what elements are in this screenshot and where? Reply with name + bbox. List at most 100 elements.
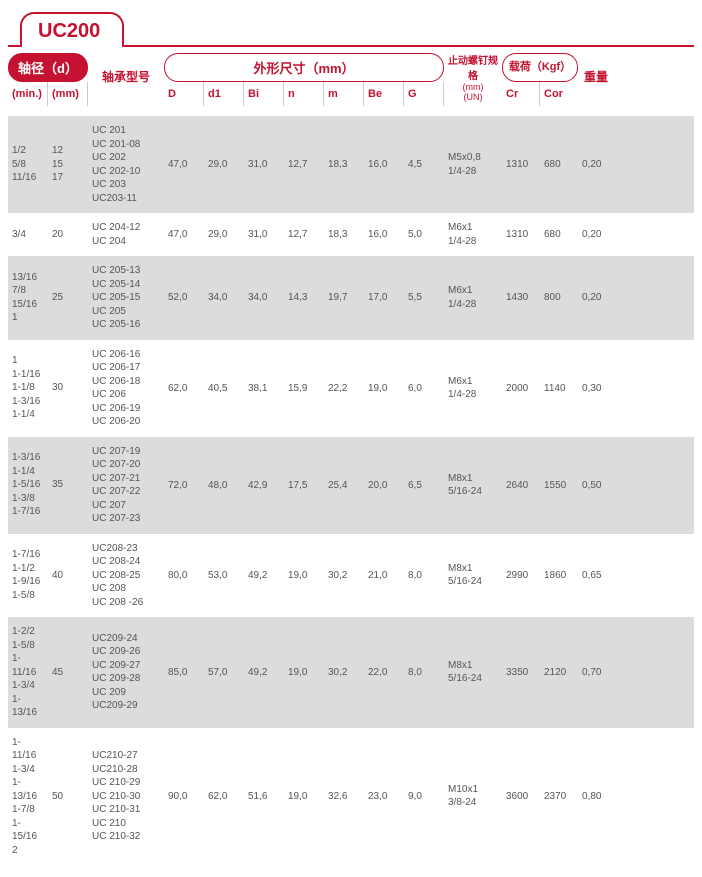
header-dims-group: 外形尺寸（mm） <box>164 53 444 82</box>
cell-d1: 29,0 <box>204 159 244 170</box>
cell-m: 22,2 <box>324 383 364 394</box>
cell-Bi: 34,0 <box>244 292 284 303</box>
cell-Bi: 42,9 <box>244 480 284 491</box>
table-row: 3/420UC 204-12UC 20447,029,031,012,718,3… <box>8 213 694 256</box>
cell-Cor: 680 <box>540 229 578 240</box>
table-row: 1-11/161-3/41-13/161-7/81-15/16250UC210-… <box>8 728 694 866</box>
cell-Bi: 38,1 <box>244 383 284 394</box>
cell-D: 47,0 <box>164 229 204 240</box>
cell-min: 1-3/161-1/41-5/161-3/81-7/16 <box>8 451 48 519</box>
cell-D: 52,0 <box>164 292 204 303</box>
header-weight: 重量 <box>578 47 614 106</box>
cell-screw: M6x11/4-28 <box>444 221 502 248</box>
cell-Bi: 49,2 <box>244 667 284 678</box>
cell-G: 6,5 <box>404 480 444 491</box>
cell-n: 14,3 <box>284 292 324 303</box>
cell-d1: 57,0 <box>204 667 244 678</box>
header-sub-mm: (mm) <box>48 82 88 106</box>
table-row: 13/167/815/16125UC 205-13UC 205-14UC 205… <box>8 256 694 340</box>
cell-screw: M5x0,81/4-28 <box>444 151 502 178</box>
cell-weight: 0,65 <box>578 570 614 581</box>
cell-d1: 53,0 <box>204 570 244 581</box>
cell-G: 9,0 <box>404 791 444 802</box>
cell-Cr: 1310 <box>502 159 540 170</box>
table-row: 11-1/161-1/81-3/161-1/430UC 206-16UC 206… <box>8 340 694 437</box>
header-sub-G: G <box>404 82 444 106</box>
cell-min: 1/25/811/16 <box>8 144 48 185</box>
cell-D: 90,0 <box>164 791 204 802</box>
cell-Bi: 51,6 <box>244 791 284 802</box>
cell-Cor: 1860 <box>540 570 578 581</box>
cell-mm: 45 <box>48 666 88 680</box>
cell-mm: 20 <box>48 228 88 242</box>
cell-n: 19,0 <box>284 570 324 581</box>
header-shaft-group: 轴径（d） <box>8 53 88 82</box>
cell-G: 5,0 <box>404 229 444 240</box>
cell-m: 19,7 <box>324 292 364 303</box>
header-load-group: 载荷（Kgf） <box>502 53 578 82</box>
data-area: 1/25/811/16121517UC 201UC 201-08UC 202UC… <box>8 116 694 865</box>
header-row-1: 轴径（d） 轴承型号 外形尺寸（mm） 止动螺钉规格 (mm) (UN) 载荷（… <box>8 45 694 106</box>
cell-screw: M10x13/8-24 <box>444 783 502 810</box>
cell-screw: M6x11/4-28 <box>444 375 502 402</box>
cell-n: 12,7 <box>284 159 324 170</box>
cell-G: 6,0 <box>404 383 444 394</box>
cell-D: 72,0 <box>164 480 204 491</box>
cell-min: 11-1/161-1/81-3/161-1/4 <box>8 354 48 422</box>
cell-m: 32,6 <box>324 791 364 802</box>
table-row: 1-3/161-1/41-5/161-3/81-7/1635UC 207-19U… <box>8 437 694 534</box>
cell-n: 19,0 <box>284 791 324 802</box>
cell-n: 15,9 <box>284 383 324 394</box>
cell-screw: M8x15/16-24 <box>444 472 502 499</box>
cell-Bi: 31,0 <box>244 229 284 240</box>
cell-G: 5,5 <box>404 292 444 303</box>
cell-d1: 34,0 <box>204 292 244 303</box>
cell-weight: 0,20 <box>578 229 614 240</box>
table-row: 1/25/811/16121517UC 201UC 201-08UC 202UC… <box>8 116 694 213</box>
cell-Cr: 3600 <box>502 791 540 802</box>
cell-m: 18,3 <box>324 159 364 170</box>
cell-Be: 17,0 <box>364 292 404 303</box>
cell-Cr: 1310 <box>502 229 540 240</box>
cell-G: 8,0 <box>404 667 444 678</box>
cell-D: 80,0 <box>164 570 204 581</box>
cell-mm: 121517 <box>48 144 88 185</box>
cell-Be: 16,0 <box>364 229 404 240</box>
cell-Cr: 2990 <box>502 570 540 581</box>
header-screw-label: 止动螺钉规格 <box>444 52 502 82</box>
cell-weight: 0,20 <box>578 292 614 303</box>
cell-m: 30,2 <box>324 570 364 581</box>
cell-models: UC209-24UC 209-26UC 209-27UC 209-28UC 20… <box>88 632 164 713</box>
cell-Cor: 800 <box>540 292 578 303</box>
cell-d1: 29,0 <box>204 229 244 240</box>
cell-D: 62,0 <box>164 383 204 394</box>
cell-d1: 40,5 <box>204 383 244 394</box>
cell-min: 1-7/161-1/21-9/161-5/8 <box>8 548 48 602</box>
header-sub-Be: Be <box>364 82 404 106</box>
cell-Bi: 49,2 <box>244 570 284 581</box>
cell-min: 1-2/21-5/81-11/161-3/41-13/16 <box>8 625 48 720</box>
cell-Cor: 2370 <box>540 791 578 802</box>
cell-G: 4,5 <box>404 159 444 170</box>
cell-n: 12,7 <box>284 229 324 240</box>
header-sub-d1: d1 <box>204 82 244 106</box>
cell-models: UC 206-16UC 206-17UC 206-18UC 206UC 206-… <box>88 348 164 429</box>
table-row: 1-7/161-1/21-9/161-5/840UC208-23UC 208-2… <box>8 534 694 618</box>
cell-models: UC 205-13UC 205-14UC 205-15UC 205UC 205-… <box>88 264 164 332</box>
header-sub-min: (min.) <box>8 82 48 106</box>
cell-Cr: 3350 <box>502 667 540 678</box>
cell-models: UC210-27UC210-28UC 210-29UC 210-30UC 210… <box>88 749 164 844</box>
cell-weight: 0,30 <box>578 383 614 394</box>
cell-weight: 0,20 <box>578 159 614 170</box>
cell-m: 18,3 <box>324 229 364 240</box>
header-screw-sub: (mm) (UN) <box>463 82 484 102</box>
cell-Be: 23,0 <box>364 791 404 802</box>
cell-models: UC 201UC 201-08UC 202UC 202-10UC 203UC20… <box>88 124 164 205</box>
cell-min: 13/167/815/161 <box>8 271 48 325</box>
header-sub-m: m <box>324 82 364 106</box>
header-sub-Cor: Cor <box>540 82 578 106</box>
cell-models: UC208-23UC 208-24UC 208-25UC 208UC 208 -… <box>88 542 164 610</box>
cell-weight: 0,70 <box>578 667 614 678</box>
cell-Cor: 1140 <box>540 383 578 394</box>
cell-Bi: 31,0 <box>244 159 284 170</box>
